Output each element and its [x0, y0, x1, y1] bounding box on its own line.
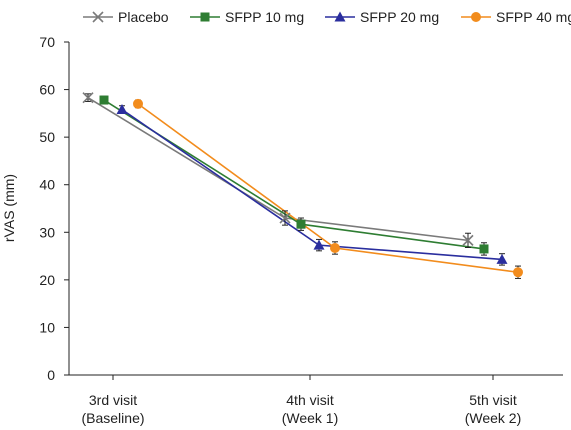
x-tick-label: (Baseline): [81, 410, 144, 426]
x-tick-label: 5th visit: [469, 392, 517, 408]
series-line-sfpp-40-mg: [137, 103, 519, 274]
x-tick-label: 3rd visit: [89, 392, 137, 408]
legend-item-sfpp-40-mg: SFPP 40 mg: [461, 9, 571, 25]
y-axis-label: rVAS (mm): [1, 174, 17, 242]
data-point-sfpp-10-mg: [296, 219, 306, 229]
legend-item-placebo: Placebo: [83, 9, 169, 25]
data-point-sfpp-10-mg: [99, 95, 109, 105]
y-ticks: 0 10 20 30 40 50 60 70: [39, 34, 69, 383]
x-tick-label: (Week 2): [465, 410, 522, 426]
data-point-sfpp-10-mg: [479, 244, 489, 254]
legend-marker-placebo: [92, 11, 104, 23]
data-point-sfpp-40-mg: [133, 98, 143, 109]
data-point-sfpp-20-mg: [313, 239, 325, 250]
legend-marker-sfpp-40-mg: [471, 12, 481, 22]
data-point-sfpp-40-mg: [513, 267, 523, 278]
data-point-placebo: [82, 92, 94, 104]
legend-marker-sfpp-10-mg: [200, 12, 210, 22]
y-tick-label: 50: [39, 129, 55, 145]
series-markers: [82, 92, 523, 278]
y-tick-label: 20: [39, 272, 55, 288]
y-tick-label: 40: [39, 177, 55, 193]
legend-marker-sfpp-20-mg: [334, 11, 346, 22]
legend-item-sfpp-20-mg: SFPP 20 mg: [325, 9, 439, 25]
data-point-placebo: [279, 212, 291, 224]
legend: Placebo SFPP 10 mg SFPP 20 mg SFPP 40 mg: [83, 9, 571, 25]
error-bars: [85, 93, 521, 279]
x-tick-label: (Week 1): [282, 410, 339, 426]
y-tick-label: 0: [47, 367, 55, 383]
series-lines: [87, 96, 519, 274]
data-point-sfpp-20-mg: [116, 104, 128, 115]
y-tick-label: 70: [39, 34, 55, 50]
legend-label: SFPP 20 mg: [360, 9, 439, 25]
axes: [68, 42, 563, 376]
legend-label: Placebo: [118, 9, 169, 25]
legend-label: SFPP 40 mg: [496, 9, 571, 25]
data-point-sfpp-20-mg: [496, 253, 508, 264]
y-tick-label: 10: [39, 319, 55, 335]
x-ticks: 3rd visit (Baseline) 4th visit (Week 1) 5th …: [81, 375, 521, 426]
series-line-sfpp-10-mg: [103, 99, 485, 250]
data-point-sfpp-40-mg: [330, 242, 340, 253]
series-line-placebo: [87, 96, 469, 242]
x-tick-label: 4th visit: [286, 392, 334, 408]
data-point-placebo: [462, 234, 474, 246]
legend-item-sfpp-10-mg: SFPP 10 mg: [190, 9, 304, 25]
y-tick-label: 60: [39, 82, 55, 98]
legend-label: SFPP 10 mg: [225, 9, 304, 25]
y-tick-label: 30: [39, 224, 55, 240]
